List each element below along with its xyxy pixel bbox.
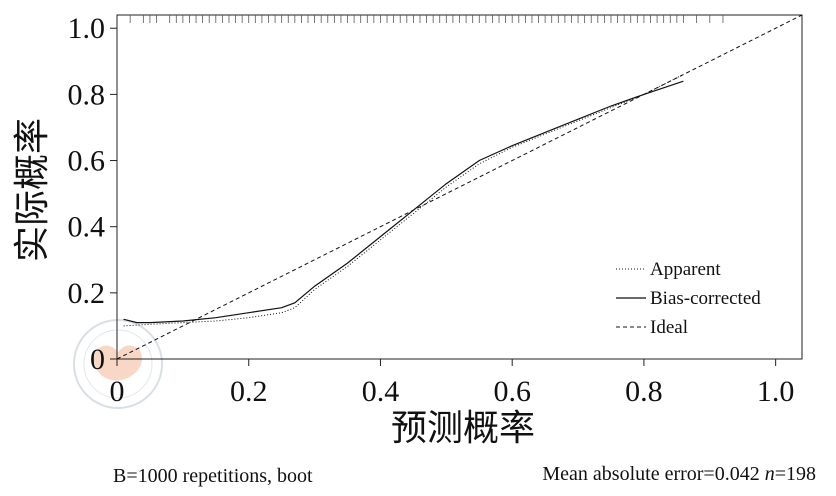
x-tick-label-1: 0.2 bbox=[230, 375, 268, 408]
series-layer bbox=[116, 14, 803, 360]
footer-n-value: =198 bbox=[775, 463, 816, 485]
legend: Apparent Bias-corrected Ideal bbox=[616, 259, 761, 338]
watermark-seal bbox=[73, 319, 163, 409]
y-tick-label-4: 0.8 bbox=[68, 78, 106, 111]
x-tick-label-2: 0.4 bbox=[362, 375, 400, 408]
y-tick-label-1: 0.2 bbox=[68, 277, 106, 310]
x-axis-title: 预测概率 bbox=[391, 408, 535, 448]
x-tick-label-0: 0 bbox=[110, 375, 125, 408]
legend-label-ideal: Ideal bbox=[650, 317, 688, 338]
y-tick-label-2: 0.4 bbox=[68, 211, 106, 244]
y-axis: 0 0.2 0.4 0.6 0.8 1.0 bbox=[68, 12, 117, 376]
footer-right: Mean absolute error=0.042 n=198 bbox=[542, 463, 816, 485]
footer-left: B=1000 repetitions, boot bbox=[113, 465, 313, 487]
x-tick-label-3: 0.6 bbox=[493, 375, 531, 408]
footer-mae: Mean absolute error=0.042 bbox=[542, 463, 764, 485]
rug-marks bbox=[129, 15, 724, 23]
y-axis-title: 实际概率 bbox=[12, 118, 52, 262]
y-tick-label-5: 1.0 bbox=[68, 12, 106, 45]
footer-n-symbol: n bbox=[765, 463, 775, 485]
legend-label-apparent: Apparent bbox=[650, 259, 721, 280]
series-line-apparent bbox=[123, 74, 684, 327]
x-axis: 0 0.2 0.4 0.6 0.8 1.0 bbox=[110, 359, 795, 408]
y-tick-label-0: 0 bbox=[90, 343, 105, 376]
legend-label-bias-corrected: Bias-corrected bbox=[650, 288, 761, 309]
x-tick-label-5: 1.0 bbox=[757, 375, 795, 408]
x-tick-label-4: 0.8 bbox=[625, 375, 663, 408]
y-tick-label-3: 0.6 bbox=[68, 145, 106, 178]
series-line-ideal bbox=[116, 14, 803, 360]
series-line-bias-corrected bbox=[123, 80, 684, 324]
